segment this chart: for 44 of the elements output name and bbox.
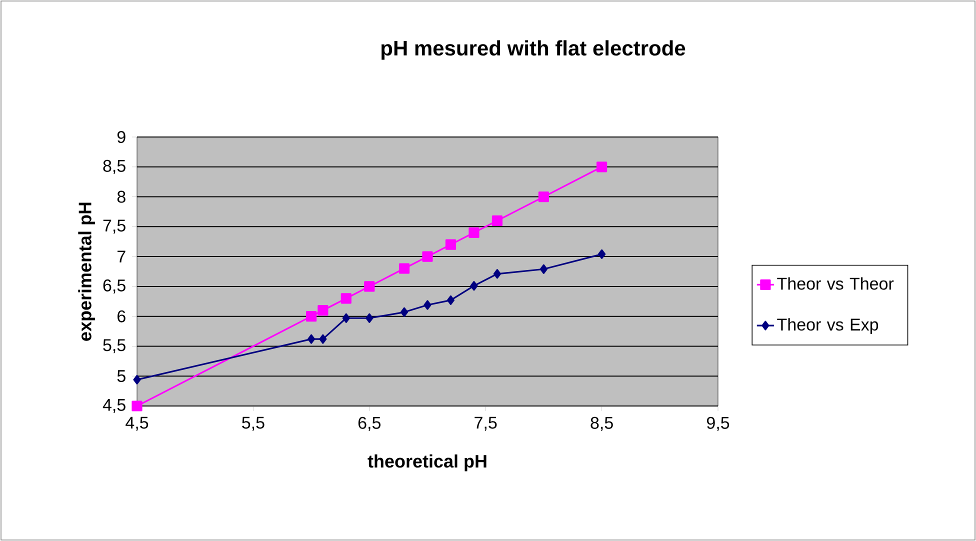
point: [424, 300, 432, 310]
point: [596, 162, 608, 172]
point: [340, 293, 352, 304]
point: [319, 334, 327, 344]
point: [306, 311, 317, 322]
point: [342, 313, 350, 323]
point: [598, 249, 606, 259]
x-tick-label: 5,5: [242, 416, 264, 431]
point: [400, 307, 408, 317]
y-tick-label: 6: [118, 310, 126, 322]
y-tick-label: 8,5: [103, 160, 126, 174]
y-tick-label: 9: [117, 130, 126, 144]
point: [470, 281, 478, 291]
point: [446, 295, 455, 305]
y-tick-label: 5,5: [103, 339, 126, 354]
point: [422, 251, 433, 262]
x-tick-label: 8,5: [590, 416, 613, 431]
chart-title: pH mesured with flat electrode: [382, 40, 686, 60]
point: [538, 191, 549, 202]
point: [132, 400, 142, 412]
x-tick-label: 7,5: [474, 416, 497, 431]
legend-label: Theor vs Exp: [777, 318, 878, 334]
point: [133, 374, 141, 384]
point: [493, 269, 502, 279]
y-tick-label: 6,5: [103, 279, 126, 294]
point: [366, 313, 374, 323]
y-tick-label: 7,5: [103, 220, 126, 234]
y-tick-label: 7: [118, 250, 126, 262]
point: [318, 305, 328, 316]
point: [308, 334, 316, 344]
point: [445, 239, 456, 250]
y-axis-title: experimental pH: [78, 202, 95, 341]
point: [364, 281, 375, 292]
legend-label: Theor vs Theor: [777, 277, 894, 290]
y-tick-label: 8: [117, 190, 126, 203]
point: [492, 215, 503, 226]
point: [540, 264, 548, 274]
y-tick-label: 4,5: [102, 399, 126, 413]
y-tick-label: 5: [117, 370, 126, 382]
x-axis-title: theoretical pH: [368, 454, 486, 472]
point: [398, 263, 410, 274]
x-tick-label: 6,5: [358, 416, 380, 431]
point: [468, 227, 480, 238]
x-tick-label: 9,5: [706, 416, 730, 431]
